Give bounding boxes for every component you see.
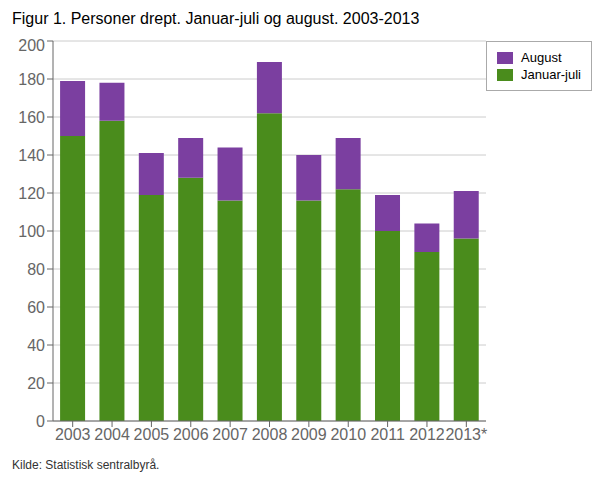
svg-text:100: 100 <box>18 223 45 240</box>
svg-text:2013*: 2013* <box>445 426 487 443</box>
svg-text:200: 200 <box>18 37 45 54</box>
svg-text:2009: 2009 <box>291 426 327 443</box>
svg-text:2012: 2012 <box>409 426 445 443</box>
html-text:August: August <box>521 50 562 65</box>
svg-text:2007: 2007 <box>212 426 248 443</box>
svg-text:0: 0 <box>36 413 45 430</box>
svg-text:140: 140 <box>18 147 45 164</box>
html-text:Kilde: Statistisk sentralbyrå.: Kilde: Statistisk sentralbyrå. <box>12 458 160 472</box>
svg-text:160: 160 <box>18 109 45 126</box>
svg-text:2008: 2008 <box>252 426 288 443</box>
svg-text:2006: 2006 <box>173 426 209 443</box>
svg-text:120: 120 <box>18 185 45 202</box>
svg-text:60: 60 <box>27 299 45 316</box>
svg-text:180: 180 <box>18 71 45 88</box>
html-text:Januar-juli: Januar-juli <box>521 67 581 82</box>
svg-text:80: 80 <box>27 261 45 278</box>
svg-text:2004: 2004 <box>94 426 130 443</box>
svg-text:2005: 2005 <box>134 426 170 443</box>
svg-text:2003: 2003 <box>55 426 91 443</box>
svg-text:20: 20 <box>27 375 45 392</box>
html-text:Figur 1. Personer drept. Janua: Figur 1. Personer drept. Januar-juli og … <box>12 10 420 27</box>
svg-text:2011: 2011 <box>370 426 405 443</box>
svg-text:2010: 2010 <box>330 426 366 443</box>
svg-text:40: 40 <box>27 337 45 354</box>
